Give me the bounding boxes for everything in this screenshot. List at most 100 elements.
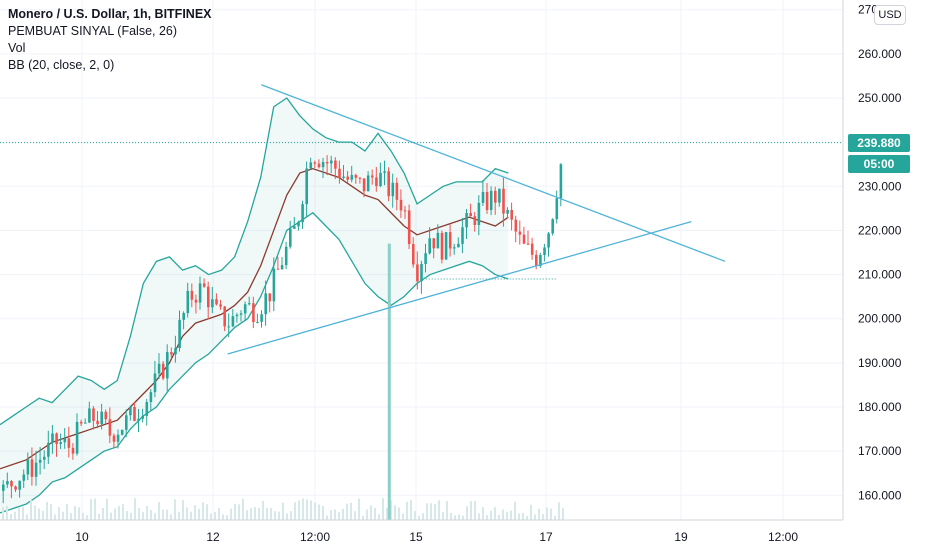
volume-bar	[470, 501, 472, 520]
volume-bar	[526, 515, 528, 520]
volume-bar	[314, 502, 316, 520]
symbol-title[interactable]: Monero / U.S. Dollar, 1h, BITFINEX	[8, 7, 212, 21]
y-tick-label: 220.000	[858, 223, 902, 237]
volume-bar	[494, 507, 496, 520]
candle-body	[301, 204, 304, 223]
candle-body	[47, 442, 50, 457]
y-tick-label: 180.000	[858, 400, 902, 414]
volume-bar	[74, 505, 76, 520]
candle-body	[67, 438, 71, 448]
trendline	[261, 84, 726, 262]
candle-body	[330, 160, 333, 164]
volume-bar	[426, 503, 428, 520]
candle-body	[34, 462, 38, 477]
y-tick-label: 260.000	[858, 47, 902, 61]
volume-bar	[130, 512, 132, 520]
candle-body	[358, 177, 362, 179]
candle-body	[223, 306, 226, 327]
indicator-bb-label[interactable]: BB (20, close, 2, 0)	[8, 58, 115, 72]
candle-body	[436, 232, 440, 249]
volume-bar	[18, 508, 20, 520]
volume-bar	[398, 507, 400, 520]
candle-body	[252, 303, 255, 323]
volume-bar	[54, 514, 56, 520]
volume-bar	[446, 501, 448, 520]
volume-bar	[178, 511, 180, 520]
volume-bar	[290, 511, 292, 520]
y-tick-label: 160.000	[858, 488, 902, 502]
candle-body	[166, 352, 169, 379]
candle-body	[235, 314, 239, 317]
candle-body	[207, 286, 210, 308]
volume-spike-bar	[387, 243, 391, 520]
volume-bar	[194, 505, 196, 520]
volume-bar	[6, 505, 8, 520]
candle-body	[551, 219, 554, 234]
candle-body	[477, 202, 481, 225]
candle-body	[219, 304, 222, 307]
bar-countdown-tag: 05:00	[848, 154, 910, 173]
volume-bar	[102, 508, 104, 520]
candle-body	[412, 244, 415, 265]
volume-bar	[402, 513, 404, 520]
indicator-signal-label[interactable]: PEMBUAT SINYAL (False, 26)	[8, 24, 178, 38]
candle-body	[38, 459, 42, 463]
volume-bar	[70, 513, 72, 520]
volume-bar	[550, 508, 552, 520]
volume-bar	[286, 513, 288, 520]
candle-body	[272, 268, 276, 302]
x-tick-label: 17	[539, 530, 553, 544]
volume-bar	[478, 513, 480, 520]
volume-bar	[190, 511, 192, 520]
candle-body	[198, 283, 202, 303]
volume-bar	[454, 515, 456, 520]
bb-basis-line	[0, 167, 509, 470]
volume-bar	[174, 499, 176, 520]
candle-body	[22, 474, 26, 481]
candle-body	[239, 313, 243, 315]
volume-bar	[258, 508, 260, 520]
volume-bar	[382, 498, 384, 520]
volume-bar	[278, 511, 280, 520]
volume-bar	[410, 499, 412, 520]
candle-body	[453, 247, 456, 249]
volume-bar	[2, 507, 4, 520]
volume-bar	[250, 508, 252, 520]
volume-bar	[114, 508, 116, 520]
volume-bar	[118, 506, 120, 520]
indicator-volume-label[interactable]: Vol	[8, 41, 26, 55]
candle-body	[457, 243, 460, 248]
volume-bar	[502, 509, 504, 520]
candle-body	[227, 326, 231, 328]
volume-bar	[406, 501, 408, 520]
volume-bar	[530, 504, 532, 520]
candle-body	[522, 234, 526, 244]
candle-body	[112, 435, 116, 442]
volume-bar	[366, 509, 368, 520]
candle-body	[6, 481, 9, 485]
candle-body	[51, 433, 54, 443]
volume-bar	[282, 502, 284, 520]
volume-bar	[154, 513, 156, 520]
candle-body	[485, 191, 489, 211]
volume-bar	[386, 507, 388, 520]
candle-body	[526, 243, 530, 245]
volume-bar	[198, 508, 200, 520]
candle-body	[494, 190, 497, 203]
candle-body	[14, 486, 17, 490]
chart-legend: Monero / U.S. Dollar, 1h, BITFINEX PEMBU…	[8, 6, 212, 74]
candle-body	[465, 213, 468, 228]
volume-bar	[186, 507, 188, 520]
candle-body	[469, 213, 472, 217]
volume-bar	[534, 514, 536, 520]
candle-body	[547, 233, 550, 248]
candle-body	[133, 407, 136, 421]
candle-body	[432, 238, 436, 249]
candle-body	[424, 253, 427, 264]
candle-body	[461, 227, 464, 244]
candle-body	[313, 162, 317, 164]
candle-body	[366, 175, 370, 192]
currency-button[interactable]: USD	[874, 5, 906, 25]
